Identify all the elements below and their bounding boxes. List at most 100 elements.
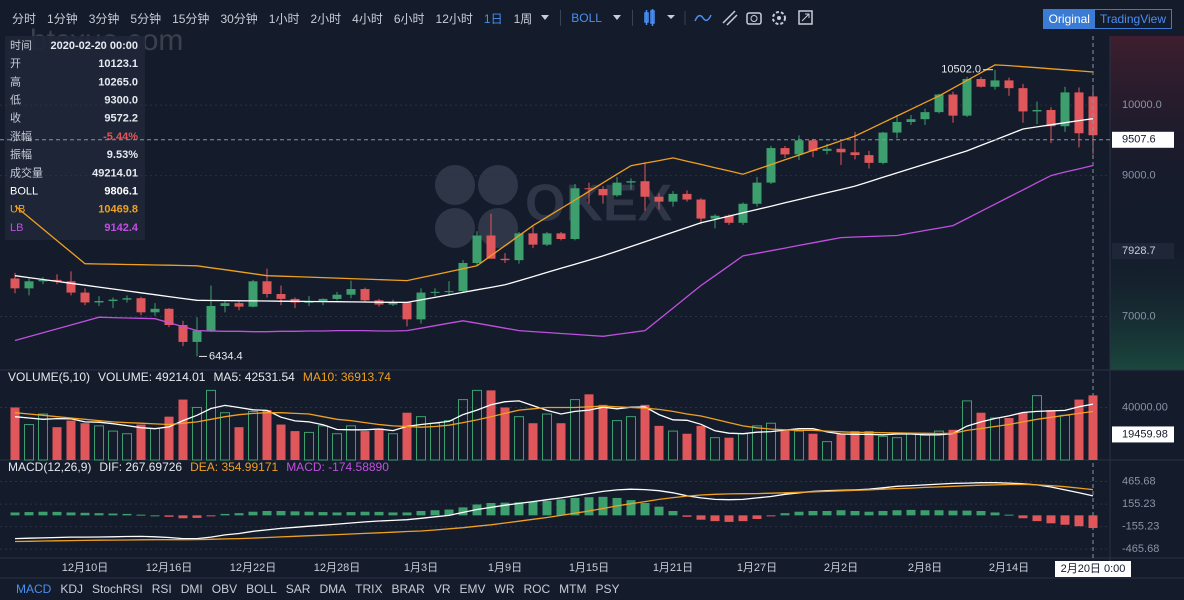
indicator-tab[interactable]: MTM [559, 582, 587, 596]
candle-body [822, 148, 832, 151]
indicator-tab[interactable]: WR [494, 582, 515, 596]
bar [766, 422, 776, 461]
bar [94, 513, 104, 516]
bar [234, 427, 244, 460]
candle-body [836, 148, 846, 153]
interval-button[interactable]: 1分钟 [47, 11, 78, 26]
crosshair-date: 2月20日 0:00 [1061, 563, 1126, 575]
high-label: 10502.0 [941, 64, 981, 76]
interval-button[interactable]: 1小时 [268, 11, 300, 26]
bar [696, 425, 706, 460]
indicator-tab[interactable]: OBV [211, 582, 238, 596]
bar [150, 515, 160, 517]
candle-body [1032, 110, 1042, 112]
interval-button[interactable]: 30分钟 [220, 11, 258, 26]
indicator-tabs: MACD KDJ StochRSI RSI DMI OBV BOLL SAR DMA TRIX BR… [16, 582, 620, 596]
bar [654, 506, 664, 516]
indicator-tab[interactable]: VR [433, 582, 451, 596]
legend-entry: MACD(12,26,9) [8, 460, 91, 474]
interval-button[interactable]: 4小时 [352, 11, 383, 26]
indicator-select[interactable]: BOLL [571, 11, 602, 25]
indicator-tab[interactable]: TRIX [355, 582, 383, 596]
y-tick-label: 155.23 [1122, 498, 1156, 510]
tool-icons[interactable] [643, 8, 833, 28]
candle-body [38, 279, 48, 282]
bar [486, 390, 496, 460]
crosshair-price-box [1112, 131, 1174, 148]
interval-button[interactable]: 15分钟 [172, 11, 210, 26]
interval-button[interactable]: 3分钟 [88, 11, 120, 26]
bar [24, 512, 34, 516]
candle-body [500, 258, 510, 261]
indicator-tab[interactable]: StochRSI [92, 582, 143, 596]
candle-body [556, 233, 566, 240]
bar [724, 515, 734, 522]
bar [458, 399, 468, 461]
bar [808, 433, 818, 460]
y-tick-label: 465.68 [1122, 475, 1156, 487]
indicator-tab[interactable]: PSY [595, 582, 620, 596]
interval-button[interactable]: 5分钟 [130, 11, 162, 26]
candle-body [1004, 80, 1014, 89]
candle-body [248, 281, 258, 307]
info-label: 高 [10, 74, 21, 88]
interval-button[interactable]: 6小时 [393, 11, 425, 26]
bar [752, 515, 762, 519]
bar [458, 507, 468, 516]
bar [52, 511, 62, 516]
candle-body [234, 303, 244, 307]
candle-body [584, 188, 594, 190]
indicator-tab[interactable]: BRAR [391, 582, 425, 596]
indicator-tab[interactable]: EMV [459, 582, 486, 596]
bar [514, 502, 524, 516]
interval-button[interactable]: 2小时 [310, 11, 342, 26]
bar [780, 513, 790, 516]
bar [500, 502, 510, 516]
line-series [14, 483, 1094, 543]
info-value: 10123.1 [98, 58, 138, 70]
toolbar: 分时 1分钟 3分钟 5分钟 15分钟 30分钟 1小时 2小时 4小时 6小时 12小时 1日 1周 … [0, 0, 1184, 36]
x-tick-label: 2月8日 [908, 562, 942, 574]
bar [304, 511, 314, 516]
indicator-tab[interactable]: DMA [319, 582, 347, 596]
bar [1060, 515, 1070, 525]
indicator-tab[interactable]: RSI [151, 582, 172, 596]
indicator-tab[interactable]: SAR [285, 582, 311, 596]
info-label: LB [10, 222, 23, 234]
view-button[interactable]: TradingView [1099, 12, 1166, 26]
indicator-tab[interactable]: ROC [523, 582, 551, 596]
bar [416, 510, 426, 516]
candle-body [164, 308, 174, 326]
indicator-tab[interactable]: KDJ [60, 582, 84, 596]
bar [150, 427, 160, 461]
indicator-tab[interactable]: DMI [180, 582, 203, 596]
x-tick-label: 1月21日 [653, 562, 693, 574]
indicator-tab[interactable]: BOLL [246, 582, 277, 596]
line-series [14, 164, 1094, 342]
bar [486, 503, 496, 516]
dropdown-arrow[interactable] [612, 14, 622, 22]
x-tick-label: 1月27日 [737, 562, 777, 574]
bar [38, 413, 48, 461]
candle-body [920, 112, 930, 120]
view-button[interactable]: Original [1043, 10, 1095, 28]
bar [710, 515, 720, 522]
interval-button[interactable]: 1日 [483, 11, 503, 26]
line-series [14, 118, 1094, 304]
interval-button[interactable]: 12小时 [435, 11, 473, 26]
bar [80, 423, 90, 460]
bar [962, 400, 972, 461]
candle-body [542, 233, 552, 245]
candle-body [528, 233, 538, 245]
x-tick-label: 2月14日 [989, 562, 1029, 574]
interval-button[interactable]: 1周 [513, 11, 533, 26]
dropdown-arrow[interactable] [540, 14, 550, 22]
bar [248, 410, 258, 461]
bar [290, 431, 300, 460]
indicator-tab[interactable]: MACD [16, 582, 52, 596]
x-tick-label: 2月2日 [824, 562, 858, 574]
interval-button[interactable]: 分时 [12, 11, 37, 26]
candle-body [612, 182, 622, 196]
bar [612, 420, 622, 461]
bar [416, 416, 426, 461]
